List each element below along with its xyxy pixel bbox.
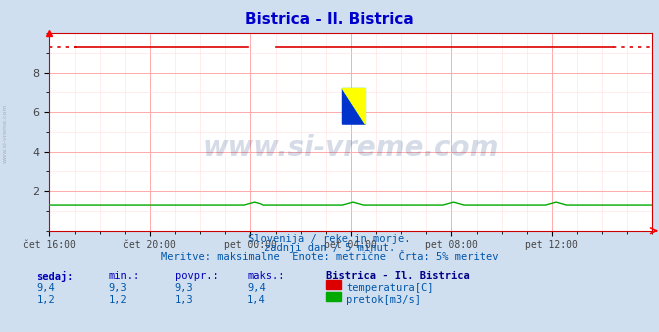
Text: 9,4: 9,4 bbox=[247, 283, 266, 293]
Text: www.si-vreme.com: www.si-vreme.com bbox=[203, 134, 499, 162]
Polygon shape bbox=[343, 89, 365, 124]
Text: povpr.:: povpr.: bbox=[175, 271, 218, 281]
Polygon shape bbox=[343, 89, 365, 124]
Text: Bistrica - Il. Bistrica: Bistrica - Il. Bistrica bbox=[245, 12, 414, 27]
Text: min.:: min.: bbox=[109, 271, 140, 281]
Text: www.si-vreme.com: www.si-vreme.com bbox=[3, 103, 8, 163]
Text: zadnji dan / 5 minut.: zadnji dan / 5 minut. bbox=[264, 243, 395, 253]
Text: 9,3: 9,3 bbox=[109, 283, 127, 293]
Text: Slovenija / reke in morje.: Slovenija / reke in morje. bbox=[248, 234, 411, 244]
Polygon shape bbox=[343, 89, 365, 124]
Text: Bistrica - Il. Bistrica: Bistrica - Il. Bistrica bbox=[326, 271, 470, 281]
Text: 1,3: 1,3 bbox=[175, 295, 193, 305]
Text: 1,4: 1,4 bbox=[247, 295, 266, 305]
Text: 9,3: 9,3 bbox=[175, 283, 193, 293]
Text: maks.:: maks.: bbox=[247, 271, 285, 281]
Text: 9,4: 9,4 bbox=[36, 283, 55, 293]
Text: sedaj:: sedaj: bbox=[36, 271, 74, 282]
Text: pretok[m3/s]: pretok[m3/s] bbox=[346, 295, 421, 305]
Text: temperatura[C]: temperatura[C] bbox=[346, 283, 434, 293]
Text: Meritve: maksimalne  Enote: metrične  Črta: 5% meritev: Meritve: maksimalne Enote: metrične Črta… bbox=[161, 252, 498, 262]
Text: 1,2: 1,2 bbox=[109, 295, 127, 305]
Text: 1,2: 1,2 bbox=[36, 295, 55, 305]
